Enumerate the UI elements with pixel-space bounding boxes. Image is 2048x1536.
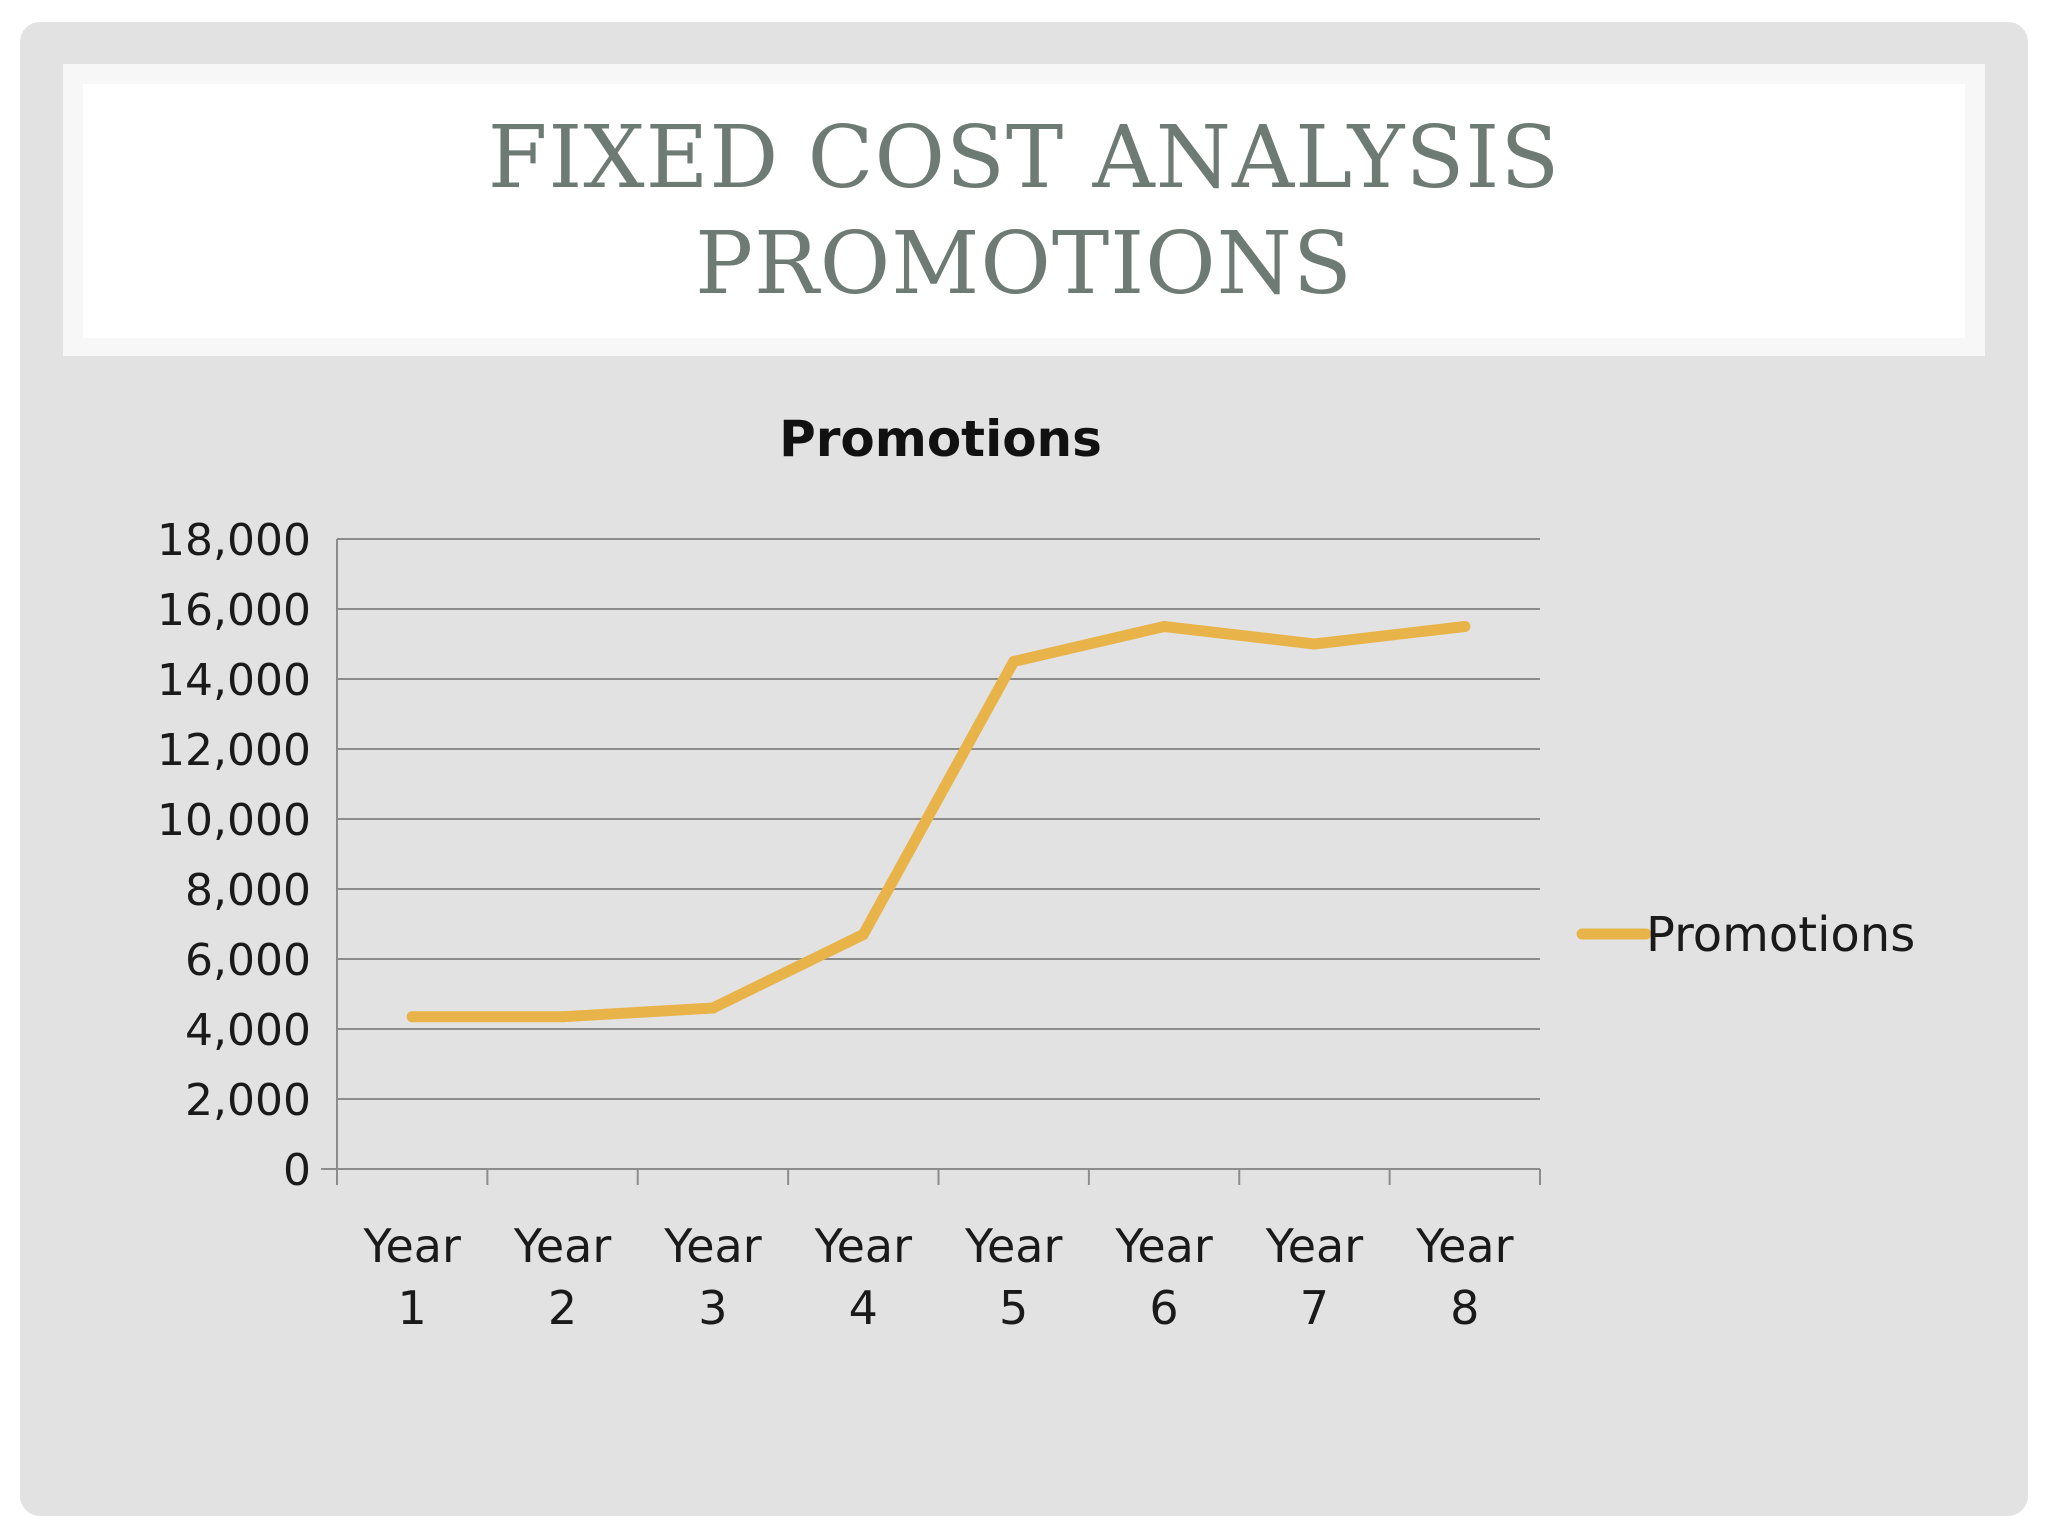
slide: FIXED COST ANALYSIS PROMOTIONS Promotion…	[20, 22, 2028, 1516]
x-tick-label: Year	[814, 1219, 912, 1273]
x-tick-label: 7	[1300, 1281, 1329, 1335]
slide-title-line-2: PROMOTIONS	[695, 214, 1353, 314]
x-tick-label: Year	[513, 1219, 611, 1273]
y-tick-label: 0	[283, 1145, 311, 1196]
data-point	[1008, 656, 1020, 667]
data-point	[557, 1011, 569, 1023]
y-tick-label: 4,000	[185, 1005, 311, 1056]
title-panel: FIXED COST ANALYSIS PROMOTIONS	[83, 84, 1965, 338]
y-tick-label: 2,000	[185, 1075, 311, 1126]
y-tick-label: 18,000	[157, 515, 311, 566]
x-tick-label: Year	[1415, 1219, 1513, 1273]
data-point	[1158, 621, 1170, 632]
slide-title-line-1: FIXED COST ANALYSIS	[487, 108, 1561, 208]
x-tick-label: 1	[398, 1281, 427, 1335]
x-tick-label: 8	[1450, 1281, 1479, 1335]
x-tick-label: Year	[1265, 1219, 1363, 1273]
x-tick-label: Year	[1114, 1219, 1212, 1273]
data-point	[707, 1002, 719, 1014]
x-tick-label: 4	[849, 1281, 878, 1335]
data-point	[1459, 621, 1471, 632]
legend-label: Promotions	[1646, 907, 1915, 963]
y-tick-label: 12,000	[157, 725, 311, 776]
promotions-line-chart: Promotions 0 2,000 4,000 6,000 8,000 10,000 12,…	[157, 410, 1915, 1335]
x-tick-label: 3	[698, 1281, 727, 1335]
y-tick-label: 8,000	[185, 865, 311, 916]
series-line-0	[406, 621, 1471, 1023]
x-tick-label: Year	[362, 1219, 460, 1273]
y-tick-label: 10,000	[157, 795, 311, 846]
x-tick-label: Year	[964, 1219, 1062, 1273]
x-tick-label: 5	[999, 1281, 1028, 1335]
y-tick-label: 14,000	[157, 655, 311, 706]
data-point	[857, 929, 869, 940]
data-point	[1308, 638, 1320, 650]
x-tick-label: Year	[663, 1219, 761, 1273]
x-tick-label: 6	[1149, 1281, 1178, 1335]
data-point	[406, 1011, 418, 1023]
chart-title: Promotions	[779, 410, 1102, 468]
y-tick-label: 6,000	[185, 935, 311, 986]
x-tick-label: 2	[548, 1281, 577, 1335]
y-tick-label: 16,000	[157, 585, 311, 636]
